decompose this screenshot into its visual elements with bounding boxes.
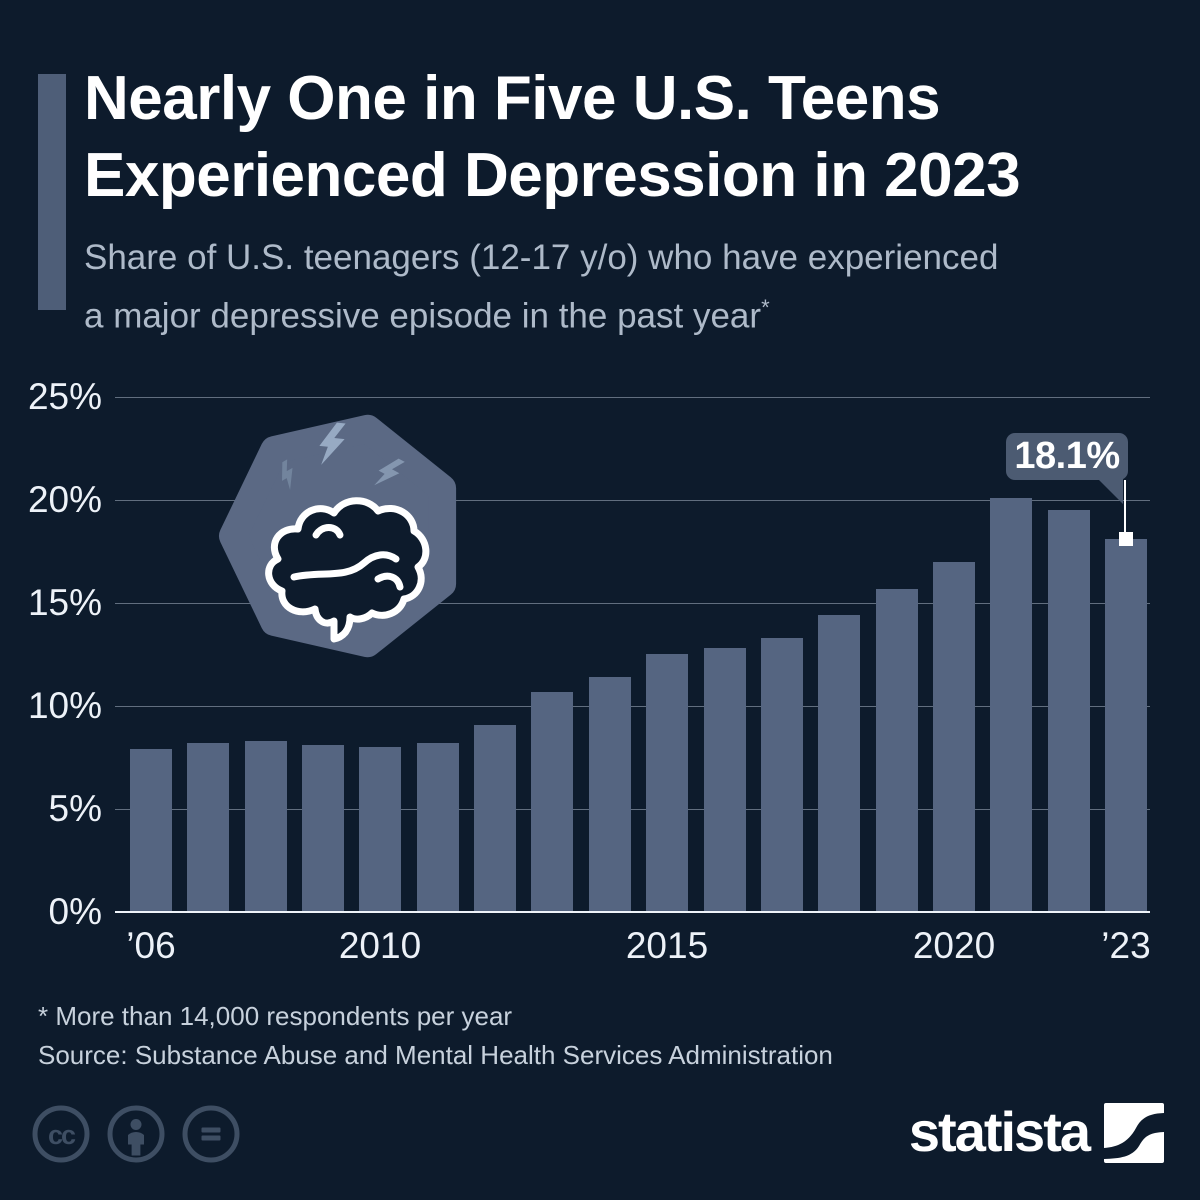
- bar-2010: [359, 747, 401, 912]
- y-tick-label-15: 15%: [27, 582, 102, 623]
- gridline-25: [115, 397, 1150, 398]
- bar-2017: [761, 638, 803, 912]
- title-line-2: Experienced Depression in 2023: [84, 141, 1021, 210]
- bar-2007: [187, 743, 229, 912]
- x-tick-label-9: 2015: [625, 925, 709, 966]
- gridline-15: [115, 603, 1150, 604]
- bar-2012: [474, 725, 516, 912]
- statista-logo: statista: [909, 1100, 1165, 1164]
- cc-by-icon: [107, 1105, 165, 1163]
- x-axis-line: [115, 911, 1150, 913]
- gridline-20: [115, 500, 1150, 501]
- brain-badge: [219, 414, 457, 658]
- lightning-bolt-middle-icon: [319, 422, 346, 465]
- bar-2018: [818, 615, 860, 912]
- bar-2022: [1048, 510, 1090, 912]
- callout-connector-line: [1124, 480, 1126, 532]
- bar-2023: [1105, 539, 1147, 912]
- y-tick-label-20: 20%: [27, 479, 102, 520]
- callout-marker-square: [1119, 532, 1133, 546]
- bar-2014: [589, 677, 631, 912]
- license-icons: cc: [30, 1103, 242, 1165]
- lightning-bolt-left-icon: [282, 459, 293, 491]
- cc-nd-icon: [182, 1105, 240, 1163]
- y-tick-label-5: 5%: [48, 788, 102, 829]
- statista-logo-mark: [1104, 1103, 1164, 1163]
- bar-2013: [531, 692, 573, 912]
- bar-2006: [130, 749, 172, 912]
- bar-2011: [417, 743, 459, 912]
- bar-2008: [245, 741, 287, 912]
- y-tick-label-0: 0%: [48, 891, 102, 932]
- subtitle-line-1: Share of U.S. teenagers (12-17 y/o) who …: [84, 238, 999, 277]
- cc-icon: cc: [32, 1105, 90, 1163]
- chart-footnote: * More than 14,000 respondents per year: [38, 1001, 513, 1031]
- svg-text:cc: cc: [48, 1120, 76, 1150]
- bar-2009: [302, 745, 344, 912]
- statista-logo-text: statista: [908, 1100, 1091, 1163]
- x-tick-label-0: ’06: [126, 925, 176, 966]
- page-subtitle: Share of U.S. teenagers (12-17 y/o) who …: [84, 233, 1164, 342]
- title-line-1: Nearly One in Five U.S. Teens: [84, 64, 941, 133]
- gridline-5: [115, 809, 1150, 810]
- page-title: Nearly One in Five U.S. Teens Experience…: [84, 60, 1164, 214]
- bar-2019: [876, 589, 918, 912]
- subtitle-line-2: a major depressive episode in the past y…: [84, 296, 762, 336]
- callout-value-label: 18.1%: [1014, 435, 1120, 477]
- lightning-bolt-right-icon: [374, 458, 405, 486]
- y-tick-label-25: 25%: [27, 376, 102, 417]
- y-tick-label-10: 10%: [27, 685, 102, 726]
- x-tick-label-4: 2010: [338, 925, 422, 966]
- bar-2015: [646, 654, 688, 912]
- footnote-asterisk: *: [761, 295, 770, 320]
- bar-2020: [933, 562, 975, 912]
- x-tick-label-17: ’23: [1101, 925, 1151, 966]
- callout-tail: [1098, 479, 1123, 504]
- title-accent-bar: [38, 74, 66, 310]
- gridline-10: [115, 706, 1150, 707]
- bar-2016: [704, 648, 746, 912]
- source-line: Source: Substance Abuse and Mental Healt…: [38, 1040, 833, 1070]
- x-tick-label-14: 2020: [912, 925, 996, 966]
- value-callout-2023: 18.1%: [1006, 433, 1128, 504]
- brain-icon: [265, 497, 430, 643]
- bar-2021: [990, 498, 1032, 912]
- bar-chart-plot-area: 18.1% 0% 5% 10% 15% 20% 25% ’06 2010 2015 2020 ’23: [28, 376, 1151, 966]
